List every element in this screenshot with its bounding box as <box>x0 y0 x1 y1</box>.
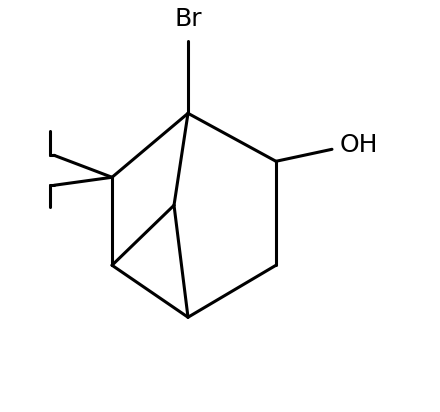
Text: Br: Br <box>174 7 202 31</box>
Text: OH: OH <box>340 133 378 157</box>
